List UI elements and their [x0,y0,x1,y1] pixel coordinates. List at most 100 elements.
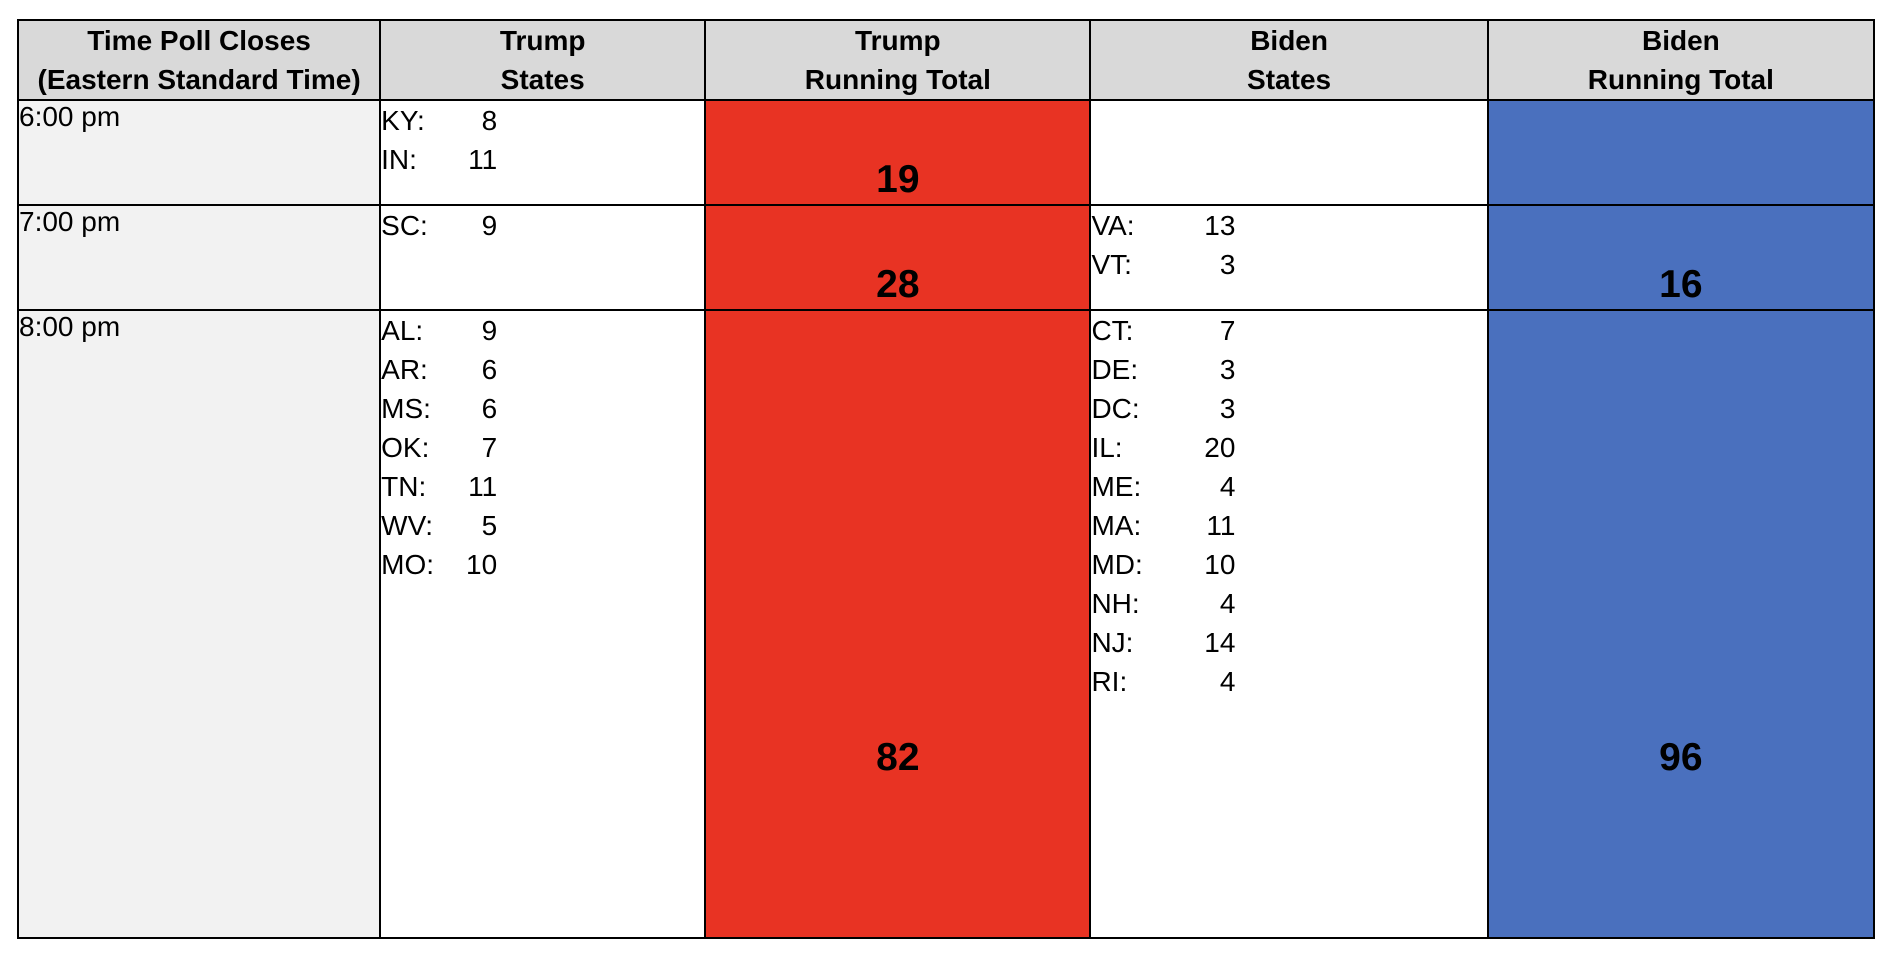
poll-close-time: 7:00 pm [16,204,382,311]
electoral-votes: 11 [468,471,498,502]
state-abbr: NJ: [1091,627,1134,658]
electoral-votes: 9 [481,210,498,241]
poll-close-time: 6:00 pm [16,99,382,206]
header-biden-total-line1: Biden [1641,25,1720,56]
state-entry: CT: 7 [1091,311,1486,350]
state-entry: VT: 3 [1091,245,1486,284]
trump-states-cell: AL: 9 AR: 6 MS: 6 OK: 7 TN: 11 WV: 5 MO: 10 [379,309,707,939]
state-entry: OK: 7 [381,428,704,467]
electoral-votes: 4 [1219,666,1236,697]
electoral-votes: 6 [481,354,498,385]
electoral-votes: 3 [1219,393,1236,424]
electoral-votes: 5 [481,510,498,541]
electoral-votes: 11 [1206,510,1236,541]
header-biden-total: Biden Running Total [1486,19,1876,101]
state-abbr: VA: [1091,210,1135,241]
state-entry: NJ: 14 [1091,623,1486,662]
state-entry: MA: 11 [1091,506,1486,545]
table-row: 8:00 pm AL: 9 AR: 6 MS: 6 OK: 7 TN: 11 WV: 5 MO: 10 82 C… [16,309,1876,939]
electoral-votes: 3 [1219,354,1236,385]
state-abbr: WV: [381,510,433,541]
state-abbr: KY: [381,105,425,136]
header-row: Time Poll Closes (Eastern Standard Time)… [16,19,1876,101]
state-entry: IL: 20 [1091,428,1486,467]
header-time-line1: Time Poll Closes [87,25,311,56]
trump-running-total: 28 [704,204,1092,311]
trump-states-cell: KY: 8 IN: 11 [379,99,707,206]
state-entry: MS: 6 [381,389,704,428]
biden-states-cell: VA: 13 VT: 3 [1089,204,1489,311]
header-trump-total-line1: Trump [855,25,941,56]
electoral-votes: 10 [1204,549,1236,580]
electoral-votes: 20 [1204,432,1236,463]
header-time: Time Poll Closes (Eastern Standard Time) [16,19,382,101]
header-biden-states: Biden States [1089,19,1489,101]
header-trump-states: Trump States [379,19,707,101]
state-entry: AL: 9 [381,311,704,350]
trump-running-total: 82 [704,309,1092,939]
electoral-votes: 7 [1219,315,1236,346]
trump-running-total-value: 82 [876,736,920,779]
electoral-votes: 3 [1219,249,1236,280]
state-abbr: ME: [1091,471,1142,502]
poll-close-time: 8:00 pm [16,309,382,939]
biden-running-total: 96 [1486,309,1876,939]
state-abbr: MO: [381,549,435,580]
state-abbr: TN: [381,471,427,502]
state-abbr: IN: [381,144,417,175]
electoral-votes: 4 [1219,588,1236,619]
state-entry: RI: 4 [1091,662,1486,701]
state-entry: VA: 13 [1091,206,1486,245]
electoral-votes: 9 [481,315,498,346]
state-abbr: MD: [1091,549,1143,580]
trump-running-total: 19 [704,99,1092,206]
electoral-votes: 4 [1219,471,1236,502]
state-abbr: CT: [1091,315,1134,346]
biden-running-total: 16 [1486,204,1876,311]
header-trump-states-line1: Trump [499,25,586,56]
state-entry: DE: 3 [1091,350,1486,389]
poll-closing-table: Time Poll Closes (Eastern Standard Time)… [16,19,1876,939]
state-entry: TN: 11 [381,467,704,506]
state-abbr: DE: [1091,354,1139,385]
state-abbr: NH: [1091,588,1140,619]
state-abbr: DC: [1091,393,1140,424]
header-time-line2: (Eastern Standard Time) [37,64,361,95]
state-entry: NH: 4 [1091,584,1486,623]
trump-states-cell: SC: 9 [379,204,707,311]
table-row: 7:00 pm SC: 9 28 VA: 13 VT: 3 16 [16,204,1876,311]
biden-states-cell [1089,99,1489,206]
state-abbr: MA: [1091,510,1142,541]
state-abbr: IL: [1091,432,1123,463]
header-biden-states-line2: States [1247,64,1332,95]
table-row: 6:00 pm KY: 8 IN: 11 19 [16,99,1876,206]
state-abbr: AL: [381,315,424,346]
electoral-votes: 14 [1204,627,1236,658]
state-abbr: AR: [381,354,428,385]
header-trump-total: Trump Running Total [704,19,1092,101]
state-entry: MO: 10 [381,545,704,584]
electoral-votes: 13 [1204,210,1236,241]
state-entry: DC: 3 [1091,389,1486,428]
state-abbr: RI: [1091,666,1128,697]
header-trump-total-line2: Running Total [804,64,991,95]
electoral-votes: 8 [481,105,498,136]
state-entry: IN: 11 [381,140,704,179]
header-biden-states-line1: Biden [1250,25,1328,56]
header-biden-total-line2: Running Total [1587,64,1774,95]
electoral-votes: 7 [481,432,498,463]
biden-running-total [1486,99,1876,206]
state-entry: WV: 5 [381,506,704,545]
state-abbr: OK: [381,432,430,463]
electoral-votes: 10 [466,549,498,580]
header-trump-states-line2: States [500,64,585,95]
electoral-votes: 6 [481,393,498,424]
state-entry: ME: 4 [1091,467,1486,506]
state-entry: AR: 6 [381,350,704,389]
trump-running-total-value: 28 [876,263,920,306]
state-entry: MD: 10 [1091,545,1486,584]
state-entry: KY: 8 [381,101,704,140]
trump-running-total-value: 19 [876,158,920,201]
biden-running-total-value: 96 [1659,736,1703,779]
state-abbr: VT: [1091,249,1132,280]
